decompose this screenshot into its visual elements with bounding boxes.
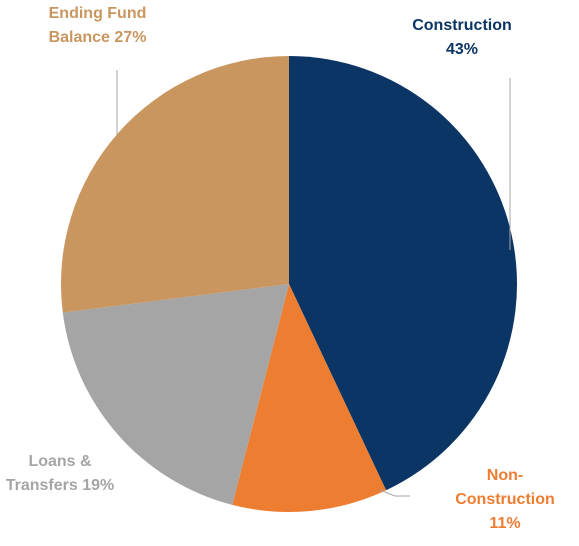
- pie-slice: [232, 284, 387, 512]
- value-label: 11%: [489, 515, 521, 532]
- data-label: Loans & Transfers 19%: [0, 450, 120, 498]
- data-label: Construction 43%: [397, 14, 527, 62]
- pie-slice: [289, 56, 517, 491]
- value-label: 19%: [82, 477, 115, 494]
- category-label: Non-Construction: [455, 467, 555, 508]
- category-label: Loans & Transfers: [5, 453, 92, 494]
- category-label: Construction: [412, 17, 512, 34]
- slices: [60, 56, 517, 512]
- leader-line: [379, 489, 410, 497]
- data-label: Non-Construction 11%: [440, 464, 570, 536]
- category-label: Ending Fund Balance: [48, 5, 147, 46]
- value-label: 43%: [445, 41, 479, 58]
- pie-slice: [60, 56, 289, 313]
- value-label: 27%: [114, 29, 147, 46]
- pie-slice: [62, 284, 289, 505]
- data-label: Ending Fund Balance 27%: [20, 2, 175, 50]
